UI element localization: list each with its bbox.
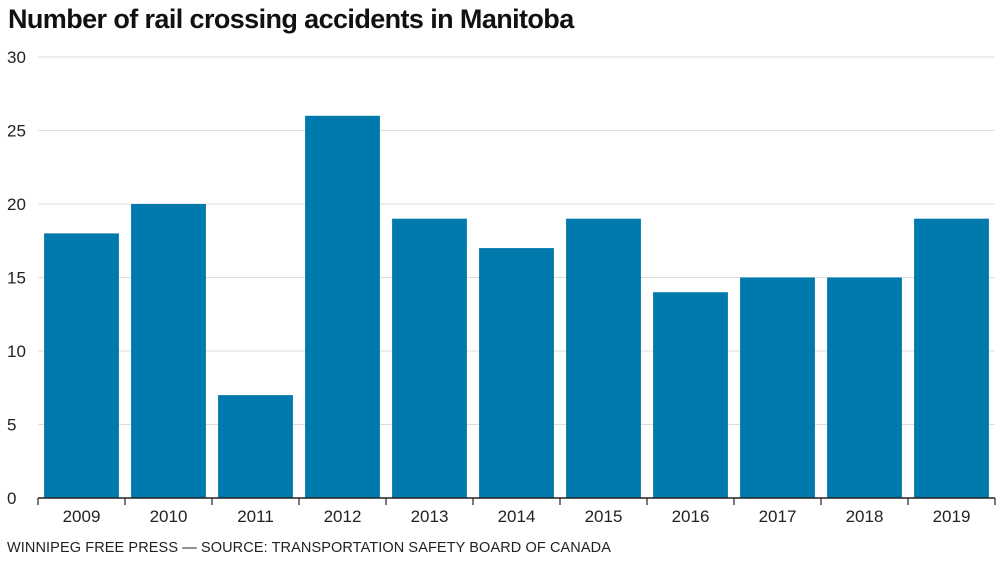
- x-tick-label: 2009: [63, 507, 101, 526]
- x-axis: [37, 497, 996, 505]
- bar-2018: [827, 277, 902, 498]
- x-tick-label: 2014: [498, 507, 536, 526]
- x-tick-label: 2012: [324, 507, 362, 526]
- bar-2015: [566, 218, 641, 498]
- x-tick-label: 2011: [237, 507, 274, 526]
- bar-2016: [653, 292, 728, 498]
- x-tick-label: 2016: [672, 507, 710, 526]
- x-tick-label: 2017: [759, 507, 797, 526]
- x-tick-label: 2019: [933, 507, 971, 526]
- y-axis-tick-labels: 0 5 10 15 20 25 30: [7, 48, 26, 508]
- y-tick-label: 30: [7, 48, 26, 67]
- bar-2019: [914, 218, 989, 498]
- bar-2010: [131, 204, 206, 498]
- x-tick-label: 2015: [585, 507, 623, 526]
- y-tick-label: 15: [7, 269, 26, 288]
- x-tick-label: 2013: [411, 507, 449, 526]
- x-tick-label: 2010: [150, 507, 188, 526]
- bars: [44, 115, 989, 499]
- y-tick-label: 0: [7, 489, 16, 508]
- chart-title: Number of rail crossing accidents in Man…: [8, 4, 574, 34]
- bar-2009: [44, 233, 119, 498]
- bar-2014: [479, 248, 554, 498]
- y-tick-label: 25: [7, 122, 26, 141]
- x-tick-label: 2018: [846, 507, 884, 526]
- y-tick-label: 20: [7, 195, 26, 214]
- bar-2011: [218, 395, 293, 498]
- x-axis-tick-labels: 2009 2010 2011 2012 2013 2014 2015 2016 2017 2018…: [63, 507, 971, 526]
- bar-2013: [392, 218, 467, 498]
- y-tick-label: 10: [7, 342, 26, 361]
- bar-2012: [305, 115, 380, 499]
- source-credit: WINNIPEG FREE PRESS — SOURCE: TRANSPORTA…: [7, 540, 611, 556]
- bar-2017: [740, 277, 815, 498]
- y-tick-label: 5: [7, 416, 16, 435]
